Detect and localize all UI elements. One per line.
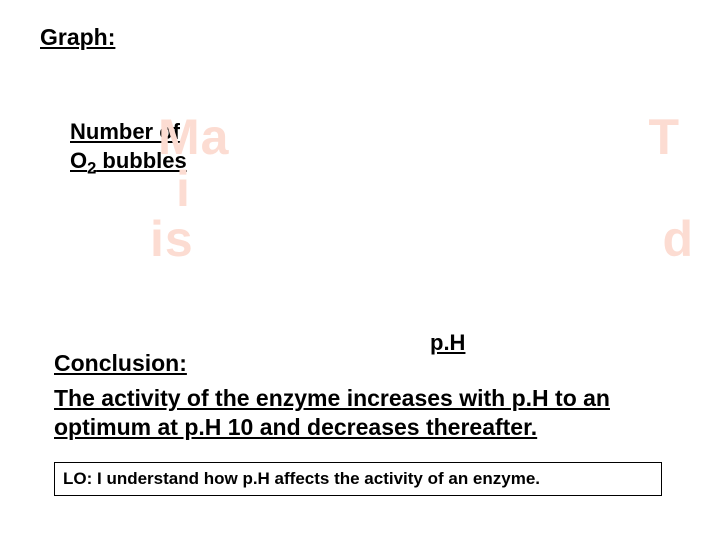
- heading-graph: Graph:: [40, 24, 680, 51]
- heading-conclusion: Conclusion:: [54, 350, 187, 377]
- washed-text-fragment: T: [648, 108, 680, 166]
- washed-text-fragment: Ma: [158, 108, 229, 166]
- washed-text-fragment: is: [150, 210, 194, 268]
- slide-body: Graph: Number of O2 bubbles Ma T i is d …: [0, 0, 720, 540]
- washed-text-fragment: d: [662, 210, 694, 268]
- y-axis-subscript: 2: [87, 159, 96, 177]
- conclusion-text: The activity of the enzyme increases wit…: [54, 384, 680, 442]
- learning-objective-box: LO: I understand how p.H affects the act…: [54, 462, 662, 496]
- y-axis-line2-pre: O: [70, 148, 87, 173]
- x-axis-label: p.H: [430, 330, 465, 356]
